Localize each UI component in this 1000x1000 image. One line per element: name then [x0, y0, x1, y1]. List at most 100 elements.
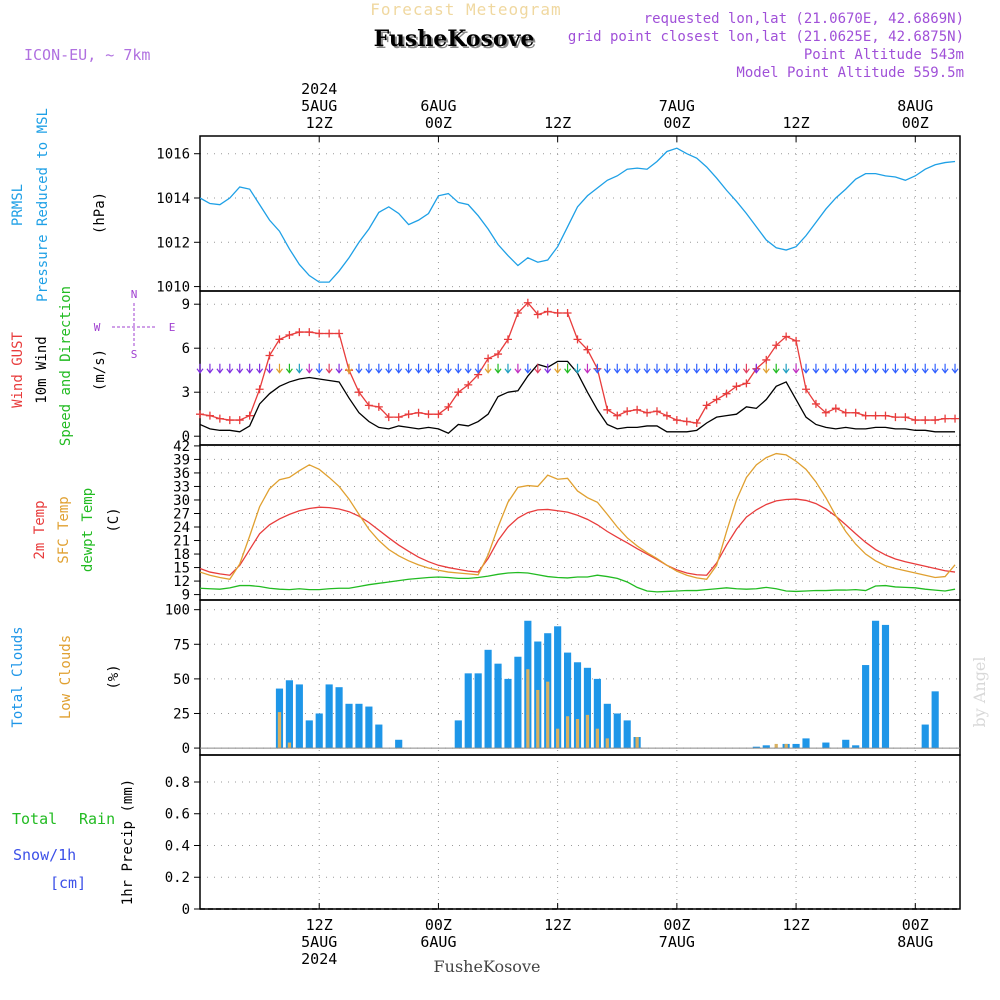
- gust-marker: [881, 411, 890, 420]
- gust-marker: [205, 411, 214, 420]
- total-cloud-bar: [792, 743, 800, 749]
- wind-unit-label: (m/s): [92, 349, 108, 391]
- temperature-ytick-label: 15: [173, 561, 190, 577]
- wind-direction-arrow: [921, 363, 929, 374]
- requested-lonlat: requested lon,lat (21.0670E, 42.6869N): [644, 11, 964, 27]
- wind-direction-arrow: [564, 363, 572, 374]
- total-label: Total: [12, 810, 57, 828]
- bottom-time-label: 00Z: [425, 916, 452, 934]
- wind-direction-arrow: [464, 363, 472, 374]
- total-cloud-bar: [583, 667, 592, 749]
- wind-direction-arrow: [494, 363, 502, 374]
- wind-direction-arrow: [802, 363, 810, 374]
- bottom-time-label: 12Z: [306, 916, 333, 934]
- wind-direction-arrow: [772, 363, 780, 374]
- precip-ytick-label: 0.6: [165, 807, 190, 823]
- total-cloud-bar: [335, 687, 343, 749]
- total-cloud-bar: [395, 739, 403, 749]
- wind-direction-arrow: [643, 363, 651, 374]
- gust-marker: [573, 335, 582, 344]
- wind-direction-arrow: [603, 363, 611, 374]
- wind-direction-arrow: [931, 363, 939, 374]
- top-time-label: 5AUG: [301, 97, 337, 115]
- wind-direction-arrow: [375, 363, 383, 374]
- gust-marker: [325, 329, 334, 338]
- temperature-ytick-label: 18: [173, 547, 190, 563]
- wind-direction-arrow: [236, 363, 244, 374]
- wind-direction-arrow: [713, 363, 721, 374]
- wind-direction-arrow: [275, 363, 283, 374]
- precip-ytick-label: 0.4: [165, 838, 190, 854]
- total-cloud-bar: [365, 706, 373, 749]
- top-time-label: 12Z: [544, 114, 571, 132]
- location-title: FusheKosove: [374, 26, 535, 52]
- pressure-frame: [199, 135, 961, 292]
- wind-direction-arrow: [405, 363, 413, 374]
- wind-panel: 0 3 6 9: [182, 290, 961, 446]
- total-cloud-bar: [931, 691, 939, 749]
- gust-marker: [802, 385, 811, 394]
- precip-ytick-label: 0: [182, 902, 190, 918]
- gust-marker: [891, 413, 900, 422]
- temperature-labels: 2m Temp SFC Temp dewpt Temp (C): [32, 488, 122, 572]
- closest-lonlat: grid point closest lon,lat (21.0625E, 42…: [568, 29, 964, 45]
- low-cloud-bar: [784, 743, 788, 749]
- wind-direction-arrow: [862, 363, 870, 374]
- gust-marker: [494, 350, 503, 359]
- top-time-label: 7AUG: [659, 97, 695, 115]
- total-cloud-bar: [564, 652, 572, 749]
- precip-ytick-label: 0.8: [165, 775, 190, 791]
- wind-direction-arrow: [554, 363, 562, 374]
- wind-direction-arrow: [246, 363, 254, 374]
- gust-marker: [196, 410, 204, 419]
- wind-labels: Wind GUST 10m Wind Speed and Direction (…: [10, 286, 175, 446]
- temperature-2m-temp-line: [199, 498, 956, 576]
- wind-direction-arrow: [365, 363, 373, 374]
- wind-direction-arrow: [812, 363, 820, 374]
- pressure-ytick-label: 1014: [156, 191, 190, 207]
- total-cloud-bar: [504, 678, 512, 749]
- low-cloud-bar: [774, 743, 778, 749]
- gust-marker: [563, 309, 572, 317]
- total-cloud-bar: [623, 720, 631, 749]
- bottom-time-label: 8AUG: [897, 933, 933, 951]
- panels: 1010101210141016036991215182124273033363…: [156, 135, 961, 918]
- gust-marker: [831, 404, 840, 413]
- precip-labels: Total Rain Snow/1h [cm] 1hr Precip (mm): [12, 779, 136, 905]
- wind-direction-arrow: [474, 363, 482, 374]
- pressure-labels: PRMSL Pressure Reduced to MSL (hPa): [10, 108, 108, 302]
- model-name: ICON-EU, ~ 7km: [24, 46, 150, 64]
- wind-direction-arrow: [723, 363, 731, 374]
- total-cloud-bar: [613, 713, 621, 749]
- gust-marker: [951, 414, 960, 423]
- low-cloud-bar: [595, 728, 599, 749]
- bottom-time-label: 12Z: [544, 916, 571, 934]
- gust-marker: [285, 331, 294, 339]
- wind-direction-arrow: [355, 363, 363, 374]
- total-cloud-bar: [554, 626, 562, 749]
- wind-direction-arrow: [534, 363, 542, 374]
- pressure-ytick-label: 1010: [156, 280, 190, 296]
- total-cloud-bar: [871, 620, 880, 749]
- gust-marker: [861, 411, 870, 420]
- wind-direction-arrow: [911, 363, 919, 374]
- gust-marker: [792, 336, 801, 345]
- gust-marker: [484, 354, 493, 363]
- gust-marker: [424, 410, 433, 419]
- total-cloud-bar: [762, 745, 770, 749]
- wind-direction-arrow: [732, 363, 740, 374]
- gust-marker: [533, 310, 542, 319]
- temperature-ytick-label: 33: [173, 479, 190, 495]
- total-cloud-bar: [593, 678, 601, 749]
- cloud-unit-label: (%): [106, 664, 122, 689]
- wind-direction-arrow: [683, 363, 691, 374]
- precip-panel: 0 0.2 0.4 0.6 0.8: [165, 754, 961, 918]
- wind-direction-arrow: [752, 363, 760, 374]
- temperature-ytick-label: 12: [173, 574, 190, 590]
- gust-marker: [553, 309, 562, 317]
- total-cloud-bar: [494, 663, 502, 749]
- gust-marker: [384, 413, 393, 422]
- wind-direction-arrow: [574, 363, 581, 374]
- total-cloud-bar: [862, 665, 870, 749]
- wind-direction-arrow: [593, 363, 601, 374]
